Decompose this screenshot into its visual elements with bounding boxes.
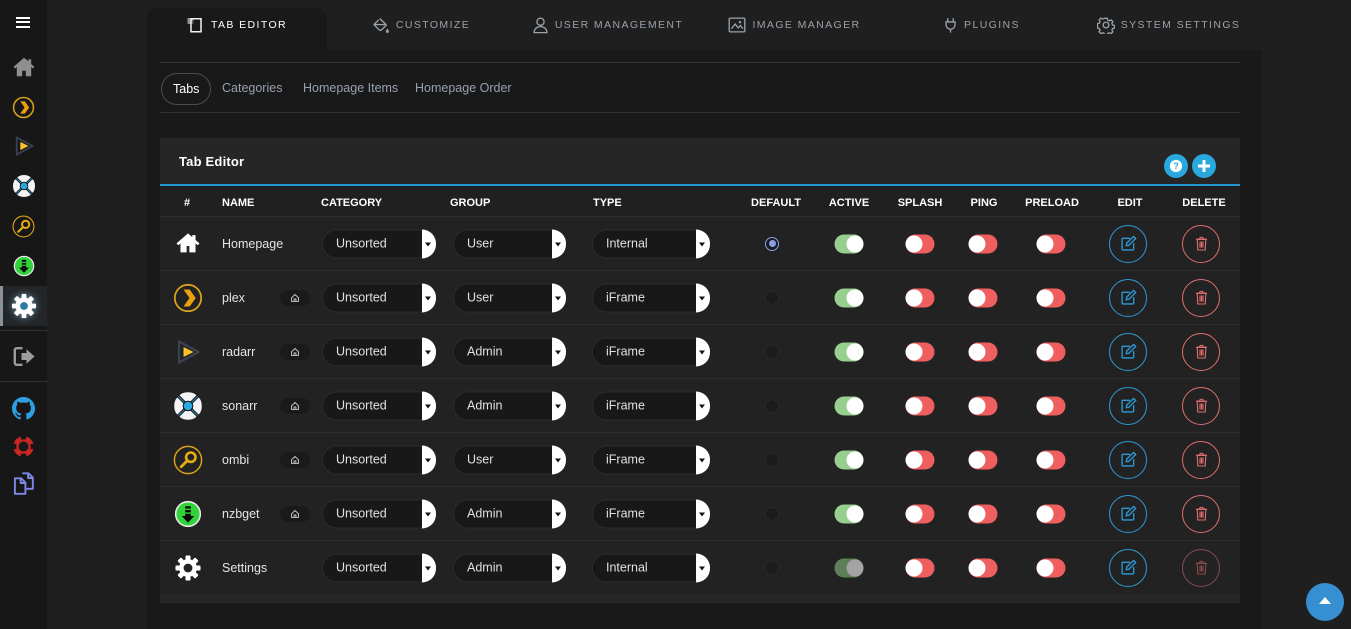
svg-text:?: ? <box>1173 161 1178 171</box>
